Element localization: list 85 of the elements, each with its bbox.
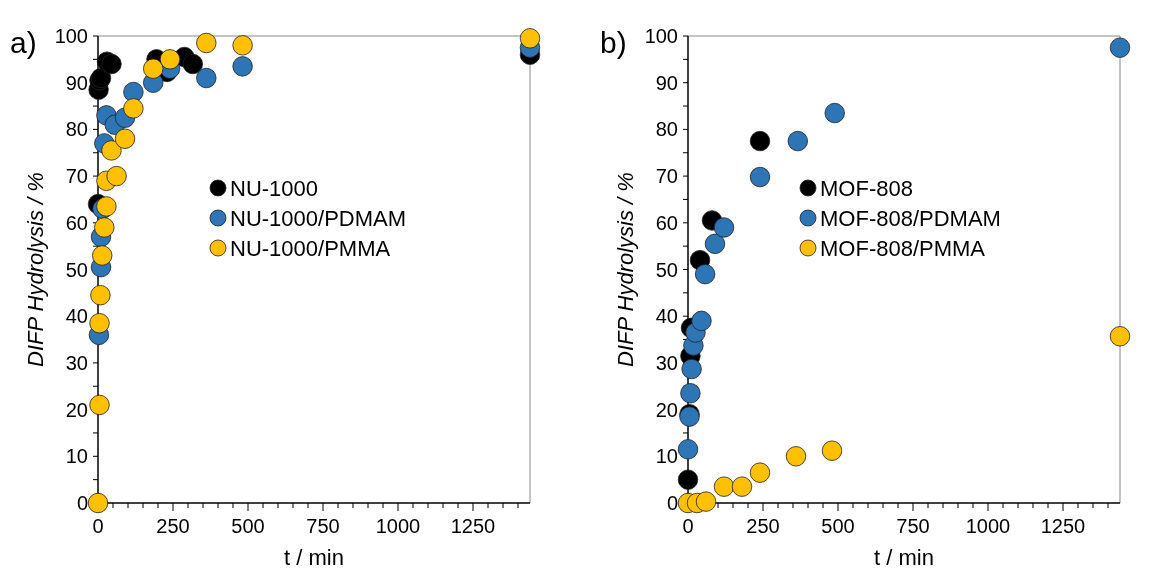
y-tick-label: 100 [54,25,88,47]
y-tick-label: 50 [655,258,678,281]
point [704,233,726,254]
point [87,492,109,514]
y-tick-label: 20 [65,398,88,421]
y-tick-label: 90 [65,71,88,94]
y-tick-label: 20 [655,398,678,421]
y-tick-label: 40 [65,305,88,328]
point [824,102,845,124]
point [681,358,702,380]
legend-label: NU-1000/PMMA [230,235,391,261]
y-tick-label: 10 [655,445,678,468]
point [114,128,136,149]
x-axis-title: t / min [284,545,344,570]
y-tick-label: 60 [655,211,678,234]
x-tick-label: 250 [746,515,780,537]
x-tick-label: 0 [92,515,104,537]
point [731,476,753,497]
x-tick-label: 250 [156,515,190,537]
point [677,439,699,460]
x-tick-label: 750 [896,515,930,537]
y-tick-label: 60 [65,211,88,234]
point [196,67,217,89]
y-tick-label: 0 [666,492,678,514]
y-tick-label: 90 [655,71,678,94]
point [94,217,115,238]
point [101,53,122,75]
text: b) [600,26,627,59]
point [89,313,110,334]
x-tick-label: 1000 [965,515,1011,537]
point [1109,37,1131,58]
y-tick-label: 0 [76,492,88,514]
point [691,310,712,332]
y-tick-label: 70 [65,165,88,188]
y-tick-label: 50 [65,258,88,281]
point [749,130,771,152]
point [232,35,253,56]
x-tick-label: 1250 [1040,515,1086,537]
legend-label: MOF-808/PMMA [820,235,986,261]
point [89,394,110,416]
point [90,285,111,306]
point [182,53,203,75]
y-tick-label: 70 [655,165,678,188]
point [123,98,144,119]
y-tick-label: 40 [655,305,678,328]
point [519,28,541,49]
y-tick-label: 80 [65,118,88,141]
point [713,476,735,497]
y-tick-label: 80 [655,118,678,141]
point [749,462,771,483]
point [106,165,127,187]
x-tick-label: 750 [306,515,340,537]
x-tick-label: 500 [231,515,265,537]
point [92,245,113,266]
point [821,440,843,461]
y-axis-title: DIFP Hydrolysis / % [613,172,638,367]
x-tick-label: 500 [821,515,855,537]
y-tick-label: 30 [655,351,678,374]
y-tick-label: 10 [65,445,88,468]
legend-label: NU-1000 [230,175,319,201]
point [159,49,181,70]
legend-label: NU-1000/PDMAM [230,205,407,231]
x-axis-title: t / min [874,545,934,570]
point [1109,326,1131,347]
text: a) [10,26,37,59]
point [713,217,735,238]
point [787,130,808,152]
point [101,140,122,161]
point [143,58,164,79]
x-tick-label: 1000 [375,515,421,537]
x-tick-label: 1250 [450,515,496,537]
point [196,32,217,54]
point [232,56,253,77]
point [785,446,807,467]
y-tick-label: 100 [644,25,678,47]
point [677,469,699,490]
legend-label: MOF-808/PDMAM [820,205,1001,231]
y-axis-title: DIFP Hydrolysis / % [23,172,48,367]
legend-label: MOF-808 [820,175,913,201]
point [749,166,771,188]
y-tick-label: 30 [65,351,88,374]
point [680,383,701,404]
point [694,264,716,285]
point [695,491,717,512]
x-tick-label: 0 [682,515,694,537]
